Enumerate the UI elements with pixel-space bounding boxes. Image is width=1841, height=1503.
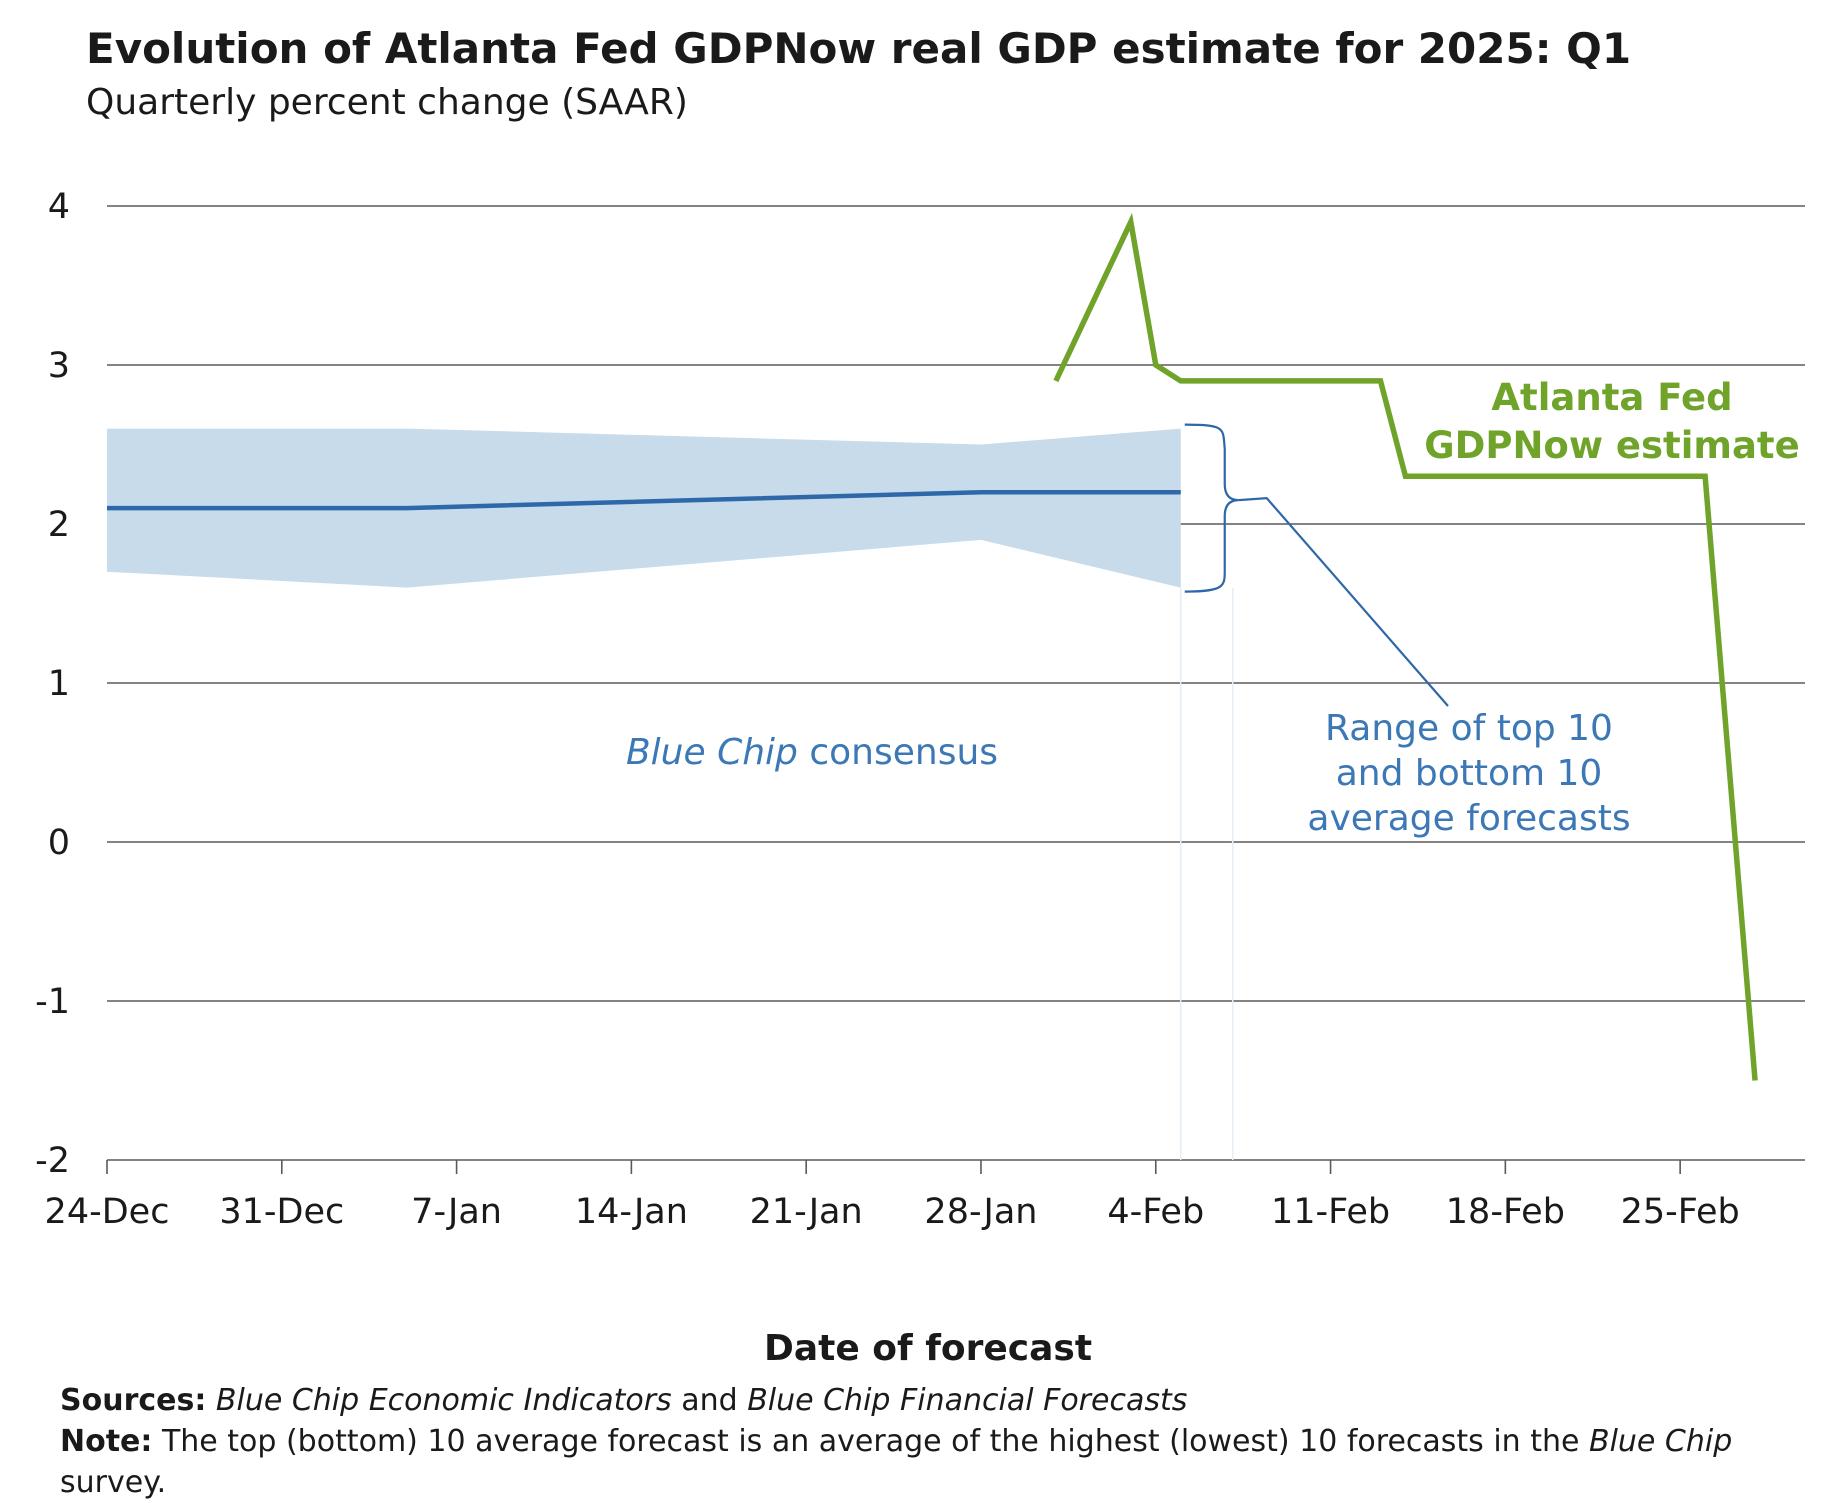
consensus-label: Blue Chip consensus [626,732,998,773]
x-tick-label-9: 25-Feb [1621,1192,1740,1232]
gdpnow-label-line1: Atlanta Fed [1491,376,1732,419]
consensus-label-rest: consensus [798,732,998,773]
x-tick-label-8: 18-Feb [1446,1192,1565,1232]
sources-label: Sources: [60,1383,206,1418]
x-tick-label-4: 21-Jan [750,1192,863,1232]
gdpnow-label-line2: GDPNow estimate [1424,424,1799,467]
y-tick-label-0: 0 [48,823,70,863]
y-tick-label-4: 4 [48,187,70,227]
sources-italic-1: Blue Chip Economic Indicators [216,1383,672,1418]
range-label-line2: and bottom 10 [1336,753,1603,794]
note-label: Note: [60,1424,152,1459]
x-tick-label-7: 11-Feb [1271,1192,1390,1232]
note-end: survey. [60,1465,166,1500]
range-bracket-layer [1185,425,1448,706]
range-label-line3: average forecasts [1307,798,1630,839]
range-bracket [1185,425,1239,592]
y-tick-labels: 4 3 2 1 0 -1 -2 [35,187,70,1181]
x-tick-label-2: 7-Jan [411,1192,502,1232]
x-tick-label-1: 31-Dec [219,1192,344,1232]
x-tick-labels: 24-Dec 31-Dec 7-Jan 14-Jan 21-Jan 28-Jan 4-Feb… [45,1192,1740,1232]
sources-line: Sources: Blue Chip Economic Indicators a… [60,1380,1760,1421]
x-tick-label-0: 24-Dec [45,1192,170,1232]
sources-italic-2: Blue Chip Financial Forecasts [747,1383,1187,1418]
x-tick-label-6: 4-Feb [1107,1192,1204,1232]
gridlines [107,206,1805,1174]
note-text: The top (bottom) 10 average forecast is … [152,1424,1589,1459]
y-tick-label-1: 1 [48,664,70,704]
y-tick-label-3: 3 [48,346,70,386]
range-label-line1: Range of top 10 [1325,708,1613,749]
sources-and: and [672,1383,748,1418]
consensus-label-italic: Blue Chip [626,732,798,773]
chart-footer: Sources: Blue Chip Economic Indicators a… [60,1380,1760,1503]
series-layer [107,222,1755,1081]
x-tick-label-3: 14-Jan [575,1192,688,1232]
note-italic: Blue Chip [1589,1424,1732,1459]
note-line: Note: The top (bottom) 10 average foreca… [60,1421,1760,1503]
x-tick-label-5: 28-Jan [924,1192,1037,1232]
gdpnow-line [1056,222,1755,1081]
chart-title: Evolution of Atlanta Fed GDPNow real GDP… [86,24,1631,73]
chart-subtitle: Quarterly percent change (SAAR) [86,82,688,123]
y-tick-label--2: -2 [35,1141,70,1181]
x-axis-label: Date of forecast [764,1328,1092,1369]
range-leader-line [1239,498,1448,706]
y-tick-label--1: -1 [35,982,70,1022]
y-tick-label-2: 2 [48,505,70,545]
